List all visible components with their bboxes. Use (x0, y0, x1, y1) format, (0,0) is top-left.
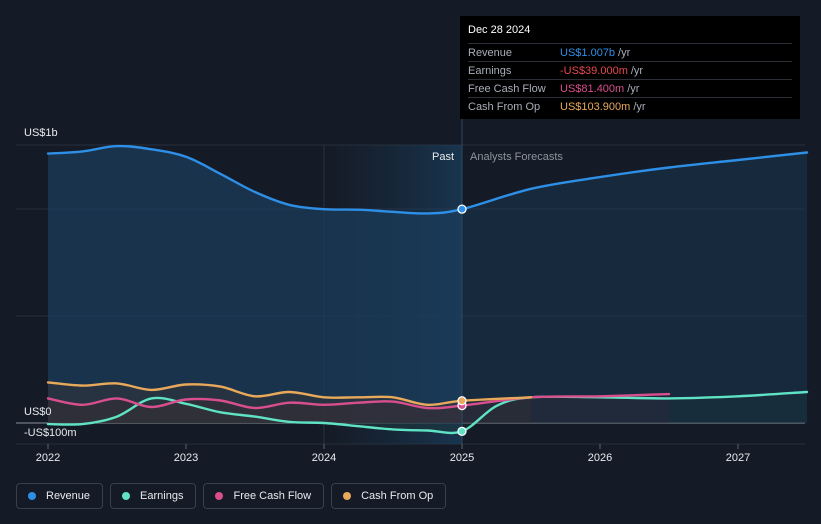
legend-dot-icon (215, 492, 224, 500)
tooltip-unit: /yr (618, 46, 631, 59)
x-tick-label: 2026 (588, 452, 612, 464)
y-axis-bottom-label: -US$100m (24, 427, 77, 439)
marker-earnings (457, 426, 467, 436)
forecast-region-label: Analysts Forecasts (470, 151, 563, 163)
legend-item-revenue[interactable]: Revenue (16, 483, 104, 509)
marker-cash-from-op (457, 396, 467, 406)
area-forecast-revenue (462, 152, 807, 423)
tooltip-row-free-cash-flow: Free Cash Flow US$81.400m /yr (468, 79, 792, 97)
x-tick-label: 2022 (36, 452, 60, 464)
line-revenue (46, 144, 809, 215)
tooltip-date: Dec 28 2024 (468, 24, 531, 36)
area-revenue (48, 146, 462, 423)
tooltip-unit: /yr (630, 64, 644, 77)
series-lines (46, 144, 809, 435)
x-tick-label: 2025 (450, 452, 474, 464)
legend-label: Revenue (46, 490, 91, 502)
chart-legend: Revenue Earnings Free Cash Flow Cash Fro… (16, 483, 447, 509)
legend-item-cash-from-op[interactable]: Cash From Op (331, 483, 447, 509)
line-cash-from-op (46, 381, 533, 407)
x-axis-ticks: 2022 2023 2024 2025 2026 2027 (36, 444, 750, 464)
tooltip-unit: /yr (627, 82, 640, 95)
area-free-cash-flow (48, 398, 462, 423)
y-axis-top-label: US$1b (24, 127, 58, 139)
area-cash-from-op (48, 382, 462, 423)
area-forecast-free-cash-flow (462, 394, 669, 423)
legend-item-free-cash-flow[interactable]: Free Cash Flow (203, 483, 325, 509)
tooltip-label: Revenue (468, 46, 513, 59)
past-region-label: Past (432, 151, 454, 163)
tooltip-label: Free Cash Flow (468, 82, 546, 95)
legend-label: Cash From Op (361, 490, 434, 502)
marker-revenue (457, 204, 467, 214)
tooltip-row-revenue: Revenue US$1.007b /yr (468, 43, 792, 61)
legend-dot-icon (28, 492, 36, 500)
hover-markers (457, 204, 467, 436)
tooltip-label: Cash From Op (468, 100, 541, 113)
x-tick-label: 2024 (312, 452, 336, 464)
legend-label: Free Cash Flow (233, 490, 312, 502)
line-earnings (46, 390, 809, 435)
tooltip-value: US$103.900m (560, 100, 631, 113)
tooltip-unit: /yr (633, 100, 646, 113)
tooltip-label: Earnings (468, 64, 512, 77)
data-tooltip: Dec 28 2024 Revenue US$1.007b /yr Earnin… (460, 16, 800, 119)
x-tick-label: 2027 (726, 452, 750, 464)
y-axis-zero-label: US$0 (24, 406, 52, 418)
tooltip-row-cash-from-op: Cash From Op US$103.900m /yr (468, 97, 792, 115)
legend-dot-icon (122, 492, 131, 500)
legend-label: Earnings (140, 490, 184, 502)
legend-dot-icon (343, 492, 352, 500)
tooltip-value: -US$39.000m (560, 64, 628, 77)
area-forecast-earnings (462, 392, 807, 432)
tooltip-value: US$1.007b (560, 46, 616, 59)
tooltip-row-earnings: Earnings -US$39.000m /yr (468, 61, 792, 79)
legend-item-earnings[interactable]: Earnings (110, 483, 197, 509)
tooltip-value: US$81.400m (560, 82, 625, 95)
x-tick-label: 2023 (174, 452, 198, 464)
